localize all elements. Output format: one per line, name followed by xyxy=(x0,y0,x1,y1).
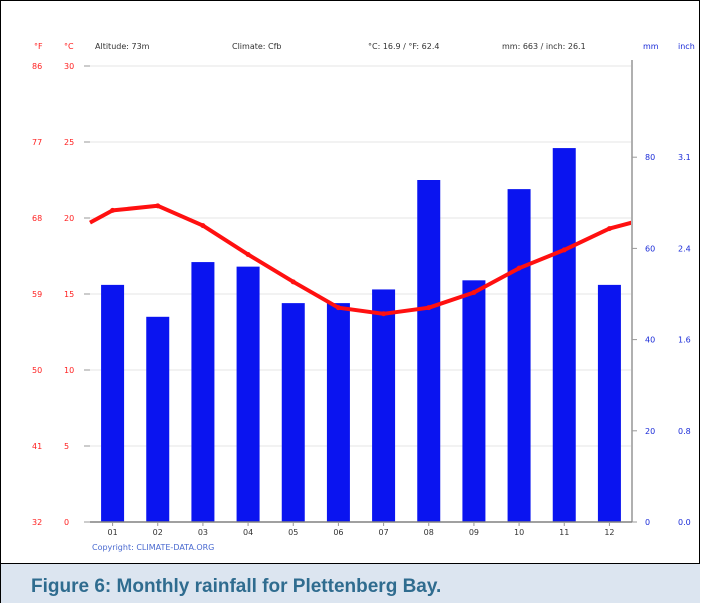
chart-header: °F °C Altitude: 73m Climate: Cfb °C: 16.… xyxy=(34,42,695,51)
left-axis-c-tick: 15 xyxy=(64,290,74,299)
x-axis-tick-label: 09 xyxy=(469,528,479,537)
left-axes: 32 0 41 5 50 10 59 15 68 20 77 25 86 30 xyxy=(32,62,90,527)
left-axis-f-tick: 86 xyxy=(32,62,42,71)
right-axis-mm-tick: 20 xyxy=(645,427,655,436)
unit-f-label: °F xyxy=(34,42,43,51)
temperature-point xyxy=(155,203,161,209)
climate-text: Climate: Cfb xyxy=(232,42,282,51)
temperature-point xyxy=(471,289,477,295)
left-axis-c-tick: 5 xyxy=(64,442,69,451)
temperature-point xyxy=(561,247,567,253)
left-axis-f-tick: 77 xyxy=(32,138,42,147)
rainfall-bar xyxy=(326,303,350,522)
right-axis-inch-tick: 3.1 xyxy=(678,153,691,162)
x-axis-tick-label: 12 xyxy=(604,528,614,537)
temperature-point xyxy=(200,223,206,229)
x-axis-tick-label: 04 xyxy=(243,528,253,537)
rainfall-bar xyxy=(236,266,260,522)
left-axis-f-tick: 50 xyxy=(32,366,42,375)
rainfall-bars xyxy=(101,148,621,522)
x-axis-tick-label: 02 xyxy=(153,528,163,537)
temperature-point xyxy=(381,311,387,317)
left-axis-f-tick: 68 xyxy=(32,214,42,223)
rainfall-bar xyxy=(191,262,215,522)
caption-box: Figure 6: Monthly rainfall for Plettenbe… xyxy=(1,563,700,603)
x-axis-tick-label: 10 xyxy=(514,528,524,537)
x-axis-tick-label: 05 xyxy=(288,528,298,537)
temperature-point xyxy=(606,226,612,232)
right-axis-mm-tick: 80 xyxy=(645,153,655,162)
temperature-averages-text: °C: 16.9 / °F: 62.4 xyxy=(368,42,439,51)
rainfall-bar xyxy=(101,284,125,522)
copyright-text: Copyright: CLIMATE-DATA.ORG xyxy=(92,543,214,552)
x-axis-tick-label: 11 xyxy=(559,528,569,537)
altitude-text: Altitude: 73m xyxy=(95,42,150,51)
temperature-point xyxy=(290,279,296,285)
rainfall-total-text: mm: 663 / inch: 26.1 xyxy=(502,42,586,51)
x-axis-tick-label: 08 xyxy=(424,528,434,537)
unit-c-label: °C xyxy=(64,42,74,51)
left-axis-f-tick: 59 xyxy=(32,290,42,299)
right-axis-inch-tick: 1.6 xyxy=(678,336,691,345)
right-axis-mm-tick: 40 xyxy=(645,336,655,345)
temperature-point xyxy=(426,305,432,311)
right-axes: 0 0.0 20 0.8 40 1.6 60 2.4 80 3.1 xyxy=(632,153,691,527)
rainfall-bar xyxy=(146,316,170,522)
temperature-point xyxy=(245,251,251,257)
left-axis-f-tick: 41 xyxy=(32,442,42,451)
right-axis-inch-tick: 0.8 xyxy=(678,427,691,436)
right-axis-mm-tick: 0 xyxy=(645,518,650,527)
left-axis-f-tick: 32 xyxy=(32,518,42,527)
x-axis-ticks: 01 02 03 04 05 06 07 08 09 10 11 12 xyxy=(107,522,615,537)
left-axis-c-tick: 20 xyxy=(64,214,74,223)
rainfall-bar xyxy=(597,284,621,522)
left-axis-c-tick: 0 xyxy=(64,518,69,527)
right-axis-mm-tick: 60 xyxy=(645,244,655,253)
rainfall-bar xyxy=(372,289,396,522)
left-axis-c-tick: 25 xyxy=(64,138,74,147)
temperature-point xyxy=(516,265,522,271)
grid-lines xyxy=(90,65,632,447)
x-axis-tick-label: 01 xyxy=(107,528,117,537)
climate-chart: 01 02 03 04 05 06 07 08 09 10 11 12 32 0 41 5 50 10 59 15 6… xyxy=(32,42,695,552)
rainfall-bar xyxy=(417,180,441,522)
rainfall-bar xyxy=(281,303,305,522)
figure-caption: Figure 6: Monthly rainfall for Plettenbe… xyxy=(31,576,442,597)
rainfall-bar xyxy=(552,148,576,522)
left-axis-c-tick: 10 xyxy=(64,366,74,375)
temperature-series-line xyxy=(89,203,633,316)
temperature-line xyxy=(89,203,633,317)
x-axis-tick-label: 03 xyxy=(198,528,208,537)
temperature-point xyxy=(335,305,341,311)
unit-inch-label: inch xyxy=(678,42,695,51)
unit-mm-label: mm xyxy=(643,42,659,51)
temperature-point xyxy=(110,207,116,213)
x-axis-tick-label: 07 xyxy=(378,528,388,537)
rainfall-bar xyxy=(507,189,531,522)
right-axis-inch-tick: 0.0 xyxy=(678,518,691,527)
right-axis-inch-tick: 2.4 xyxy=(678,244,691,253)
x-axis-tick-label: 06 xyxy=(333,528,343,537)
rainfall-bar xyxy=(462,280,486,522)
left-axis-c-tick: 30 xyxy=(64,62,74,71)
